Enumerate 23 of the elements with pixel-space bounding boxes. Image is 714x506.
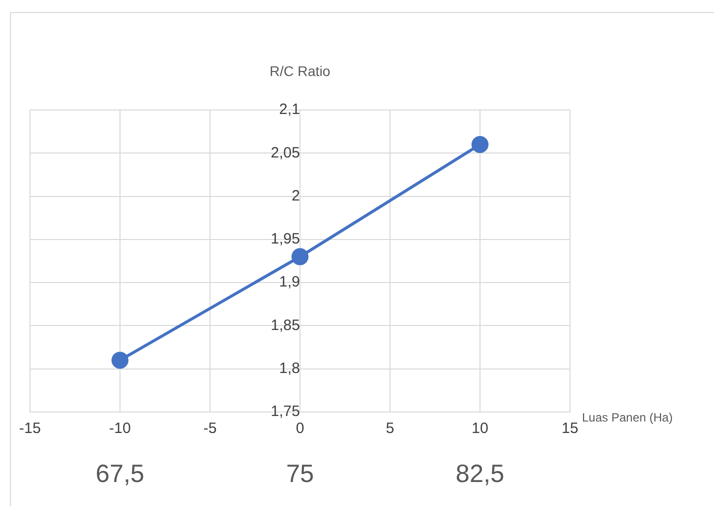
x-tick-label: -15 [19, 420, 41, 438]
x-axis-title: Luas Panen (Ha) [582, 410, 673, 424]
x-tick-label: -5 [203, 420, 217, 438]
y-tick-label: 2,05 [270, 144, 300, 162]
y-tick-label: 2 [292, 187, 300, 204]
point [292, 248, 308, 266]
point [472, 136, 488, 154]
y-tick-label: 2,1 [279, 101, 300, 118]
x-tick-label: 5 [386, 420, 394, 438]
x-tick-label: 0 [296, 420, 304, 438]
x2-tick-label: 82,5 [456, 460, 504, 488]
x-tick-label: 15 [562, 420, 578, 438]
x2-tick-label: 67,5 [96, 460, 144, 488]
x-tick-label: -10 [109, 420, 131, 438]
chart-title: R/C Ratio [270, 62, 331, 79]
y-tick-label: 1,85 [270, 316, 300, 334]
point [112, 352, 128, 369]
y-tick-label: 1,9 [279, 274, 300, 291]
y-tick-label: 1,8 [279, 360, 300, 377]
y-tick-label: 1,75 [270, 403, 300, 420]
y-tick-label: 1,95 [270, 230, 300, 248]
x-tick-label: 10 [472, 420, 488, 438]
x2-tick-label: 75 [286, 460, 314, 488]
